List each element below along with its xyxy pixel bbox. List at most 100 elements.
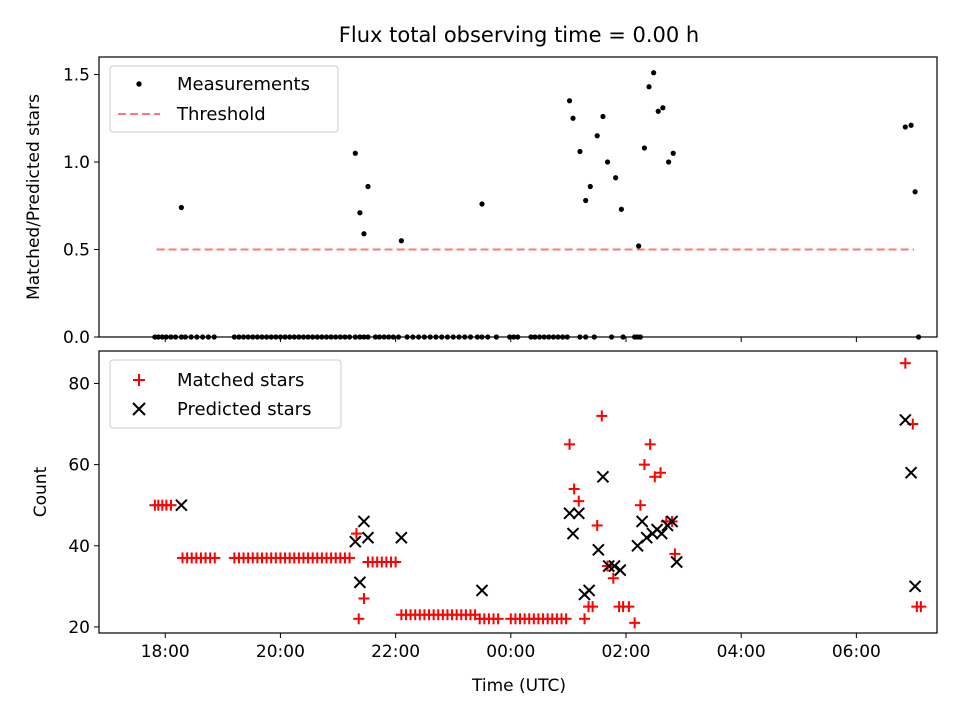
measurement-point: [365, 183, 371, 190]
measurement-point: [600, 113, 606, 120]
measurement-point: [908, 122, 914, 128]
predicted-star-point: [361, 531, 375, 544]
predicted-star-point: [353, 576, 367, 589]
predicted-star-point: [475, 584, 489, 597]
predicted-star-point: [395, 531, 408, 544]
bottom-plot-marks: [149, 357, 927, 629]
matched-star-point: [358, 593, 370, 605]
measurement-point: [613, 175, 619, 181]
matched-star-point: [655, 467, 667, 479]
bottom-y-tick-label: 20: [68, 618, 90, 638]
measurement-point: [912, 189, 918, 195]
matched-star-point: [638, 459, 650, 471]
legend-measurements-marker: [136, 81, 142, 87]
measurement-point: [583, 197, 589, 204]
legend-threshold-label: Threshold: [176, 104, 266, 125]
x-tick-label: 04:00: [717, 642, 766, 662]
x-tick-label: 00:00: [486, 642, 535, 662]
measurement-point: [660, 105, 666, 111]
predicted-star-point: [572, 507, 585, 520]
bottom-axes-frame: [98, 350, 938, 634]
measurement-point: [636, 243, 642, 249]
matched-star-point: [579, 613, 591, 625]
predicted-star-point: [566, 527, 580, 540]
matched-star-point: [915, 601, 927, 613]
x-tick-label: 18:00: [141, 642, 190, 662]
matched-star-point: [596, 410, 608, 422]
xlabel: Time (UTC): [471, 676, 566, 696]
predicted-star-point: [349, 535, 362, 548]
measurement-point: [587, 183, 593, 190]
matched-star-point: [492, 613, 504, 625]
matched-star-point: [623, 601, 635, 613]
predicted-star-point: [582, 584, 596, 597]
measurement-point: [618, 206, 624, 212]
measurement-point: [902, 124, 908, 130]
matched-star-point: [587, 601, 599, 613]
predicted-star-point: [899, 413, 912, 427]
predicted-star-point: [563, 507, 576, 520]
x-tick-label: 20:00: [256, 642, 305, 662]
measurement-point: [646, 84, 652, 90]
measurement-point: [566, 98, 573, 104]
measurement-point: [570, 115, 576, 121]
measurement-point: [357, 210, 363, 216]
measurement-point: [604, 159, 611, 165]
measurement-point: [670, 150, 676, 156]
top-legend-box: [109, 65, 339, 133]
matched-star-point: [568, 483, 580, 495]
bottom-y-tick-label: 60: [68, 456, 90, 476]
measurement-point: [651, 70, 657, 76]
matched-star-point: [607, 572, 619, 584]
bottom-axis-ticks: 18:00 20:00 22:00 00:00 02:00 04:00 06:00 20 40 6…: [68, 374, 881, 662]
top-legend: Measurements Threshold: [109, 65, 339, 133]
legend-matched-label: Matched stars: [177, 370, 304, 391]
matched-star-point: [629, 617, 641, 629]
top-panel: 0.0 0.5 1.0 1.5 Matched/Predicted stars Mea…: [24, 56, 938, 348]
legend-matched-marker: [133, 374, 145, 386]
predicted-star-point: [670, 555, 683, 569]
legend-measurements-label: Measurements: [177, 74, 310, 95]
measurement-point: [641, 145, 648, 151]
matched-star-point: [560, 613, 572, 625]
top-y-tick-label: 0.5: [63, 241, 90, 261]
matched-star-point: [165, 499, 177, 511]
top-y-tick-label: 0.0: [63, 328, 90, 348]
x-tick-label: 02:00: [601, 642, 650, 662]
matched-star-point: [564, 438, 576, 450]
top-y-tick-label: 1.0: [63, 153, 90, 173]
measurement-point: [178, 204, 184, 211]
legend-predicted-label: Predicted stars: [177, 399, 311, 420]
x-tick-label: 22:00: [371, 642, 420, 662]
bottom-panel: 18:00 20:00 22:00 00:00 02:00 04:00 06:00 20 40 6…: [31, 350, 938, 696]
measurement-point: [398, 238, 404, 244]
matched-star-point: [353, 613, 365, 625]
predicted-star-point: [904, 466, 918, 479]
bottom-legend: Matched stars Predicted stars: [109, 359, 342, 429]
measurement-point: [479, 201, 485, 207]
matched-star-point: [591, 519, 603, 531]
matched-star-point: [350, 528, 362, 540]
measurement-point: [594, 133, 600, 139]
bottom-ylabel: Count: [31, 466, 51, 517]
legend-predicted-marker: [132, 402, 146, 416]
matched-star-point: [644, 438, 656, 450]
measurement-point: [352, 150, 358, 156]
top-axes-frame: [98, 56, 938, 338]
matched-star-point: [390, 556, 402, 568]
matched-star-point: [209, 552, 221, 564]
measurement-point: [655, 108, 661, 114]
matched-star-point: [649, 471, 661, 483]
top-ylabel: Matched/Predicted stars: [24, 94, 44, 300]
top-y-tick-label: 1.5: [63, 66, 90, 86]
figure-title: Flux total observing time = 0.00 h: [339, 23, 699, 47]
bottom-y-tick-label: 40: [68, 537, 90, 557]
predicted-star-point: [608, 559, 621, 573]
matched-star-point: [634, 499, 646, 511]
predicted-star-point: [640, 531, 653, 544]
predicted-star-point: [357, 515, 371, 528]
predicted-star-point: [665, 515, 679, 528]
matched-star-point: [344, 552, 356, 564]
predicted-star-point: [908, 580, 922, 593]
